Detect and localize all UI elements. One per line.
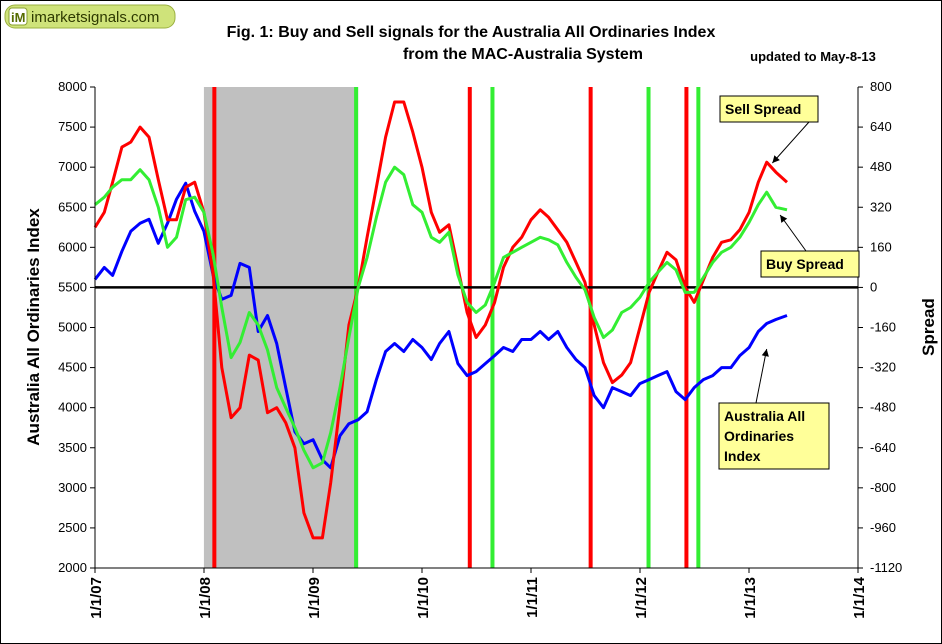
y-tick-label: 3000 [58, 480, 87, 495]
x-tick-label: 1/1/07 [88, 577, 105, 619]
callout-sell-spread: Sell Spread [719, 95, 819, 164]
callout-box [718, 402, 830, 470]
series-line-australia-all-ordinaries-index [93, 181, 788, 470]
callout-text: Buy Spread [766, 256, 844, 272]
callout-arrow [755, 348, 768, 404]
series-layer [93, 100, 789, 540]
y2-tick-label: -160 [870, 320, 896, 335]
y2-axis-label: Spread [919, 298, 938, 356]
callout-box [760, 250, 860, 278]
y-tick-label: 7500 [58, 119, 87, 134]
callout-arrow [771, 121, 810, 164]
shaded-region-layer [203, 87, 359, 568]
y2-tick-label: 480 [870, 159, 892, 174]
callout-text: Sell Spread [725, 101, 801, 117]
series-line-sell-spread [93, 100, 789, 540]
callout-text: Ordinaries [724, 428, 794, 444]
y-tick-label: 6500 [58, 199, 87, 214]
callout-arrowhead [780, 215, 788, 223]
y2-tick-label: -480 [870, 400, 896, 415]
x-tick-label: 1/1/08 [197, 577, 214, 619]
x-tick-label: 1/1/13 [742, 577, 759, 619]
y2-tick-label: 800 [870, 79, 892, 94]
callout-australia-all-ordinaries-index: Australia All Ordinaries Index [718, 348, 830, 470]
y-tick-label: 8000 [58, 79, 87, 94]
signal-lines-layer [212, 87, 701, 568]
y-tick-label: 2500 [58, 520, 87, 535]
callout-arrow [779, 214, 807, 252]
y-tick-label: 6000 [58, 239, 87, 254]
y-tick-label: 2000 [58, 560, 87, 575]
y2-tick-label: 640 [870, 119, 892, 134]
y-tick-label: 5500 [58, 279, 87, 294]
y-tick-label: 4500 [58, 360, 87, 375]
x-tick-label: 1/1/12 [633, 577, 650, 619]
callouts-layer: Sell Spread Buy Spread Australia All Ordina… [718, 95, 860, 470]
callout-text: Index [724, 448, 761, 464]
axes-layer: 2000 2500 3000 3500 4000 4500 5000 5500 6000 6500… [58, 79, 902, 619]
y-tick-label: 7000 [58, 159, 87, 174]
shaded-region [203, 87, 359, 568]
series-line-buy-spread [94, 165, 788, 470]
x-tick-label: 1/1/09 [306, 577, 323, 619]
callout-arrowhead [761, 349, 769, 357]
chart-title-line1: Fig. 1: Buy and Sell signals for the Aus… [227, 24, 716, 41]
y2-tick-label: 160 [870, 239, 892, 254]
x-tick-label: 1/1/14 [851, 576, 868, 618]
x-tick-label: 1/1/11 [524, 577, 541, 618]
callout-box [719, 95, 819, 123]
callout-arrowhead [772, 155, 780, 163]
y-tick-label: 3500 [58, 440, 87, 455]
y2-tick-label: -640 [870, 440, 896, 455]
logo-text: imarketsignals.com [31, 9, 159, 26]
y2-tick-label: -320 [870, 360, 896, 375]
updated-label: updated to May-8-13 [750, 49, 876, 64]
y2-tick-label: 0 [870, 279, 877, 294]
y2-tick-label: -960 [870, 520, 896, 535]
y-tick-label: 4000 [58, 400, 87, 415]
y2-tick-label: -800 [870, 480, 896, 495]
chart-title-line2: from the MAC-Australia System [403, 46, 643, 63]
logo-badge-bg [4, 4, 176, 29]
logo-icon [8, 7, 28, 26]
y2-tick-label: -1120 [870, 560, 902, 575]
y-tick-label: 5000 [58, 320, 87, 335]
logo-icon-text: iM [11, 10, 25, 25]
y-axis-label: Australia All Ordinaries Index [24, 208, 43, 446]
callout-buy-spread: Buy Spread [760, 214, 860, 278]
y2-tick-label: 320 [870, 199, 892, 214]
site-logo[interactable]: iM imarketsignals.com [4, 4, 176, 29]
x-tick-label: 1/1/10 [415, 577, 432, 619]
callout-text: Australia All [724, 408, 805, 424]
